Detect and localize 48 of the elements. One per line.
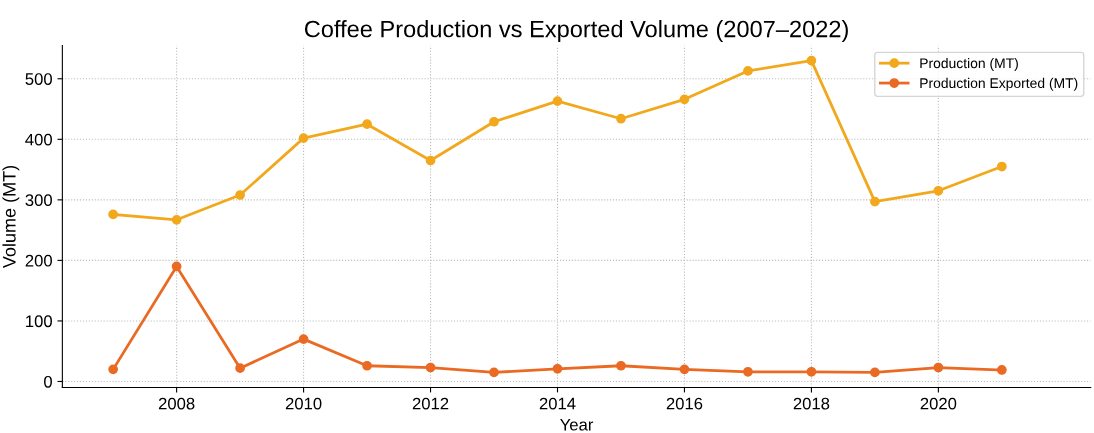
legend-label: Production (MT) — [920, 57, 1018, 71]
point — [616, 360, 626, 371]
x-tick-label: 2012 — [412, 397, 449, 410]
x-tick-label: 2014 — [539, 397, 576, 410]
point — [743, 366, 753, 377]
point — [679, 94, 690, 105]
point — [108, 209, 119, 220]
y-tick-label: 300 — [25, 194, 52, 207]
point — [235, 363, 245, 374]
point — [171, 261, 182, 272]
point — [108, 364, 119, 375]
y-tick-label: 0 — [44, 375, 52, 388]
x-tick-label: 2008 — [158, 397, 195, 410]
point — [933, 362, 944, 373]
x-axis-title: Year — [560, 418, 594, 431]
y-tick-label: 200 — [25, 254, 52, 267]
point — [489, 116, 499, 127]
point — [489, 367, 499, 378]
y-tick-label: 500 — [25, 73, 52, 85]
chart-title: Coffee Production vs Exported Volume (2007–2022) — [304, 20, 848, 43]
point — [870, 196, 880, 207]
point — [743, 66, 753, 76]
x-tick-label: 2018 — [793, 397, 830, 410]
point — [298, 334, 309, 344]
point — [362, 360, 372, 371]
y-axis-title: Volume (MT) — [2, 165, 20, 269]
point — [235, 190, 245, 200]
point — [552, 363, 563, 374]
point — [933, 185, 944, 196]
y-tick-label: 100 — [26, 315, 52, 328]
legend-label: Production Exported (MT) — [920, 77, 1078, 91]
point — [552, 96, 563, 107]
point — [425, 155, 436, 166]
x-tick-label: 2016 — [666, 397, 703, 410]
point — [425, 362, 436, 373]
x-tick-label: 2010 — [285, 397, 322, 410]
point — [870, 367, 880, 378]
point — [996, 365, 1007, 375]
point — [679, 364, 690, 375]
point — [171, 214, 182, 225]
y-tick-label: 400 — [25, 133, 52, 146]
point — [806, 55, 817, 66]
point — [806, 366, 817, 377]
point — [996, 161, 1007, 172]
point — [616, 113, 626, 124]
point — [298, 133, 309, 143]
x-tick-label: 2020 — [920, 397, 957, 410]
point — [362, 119, 372, 130]
